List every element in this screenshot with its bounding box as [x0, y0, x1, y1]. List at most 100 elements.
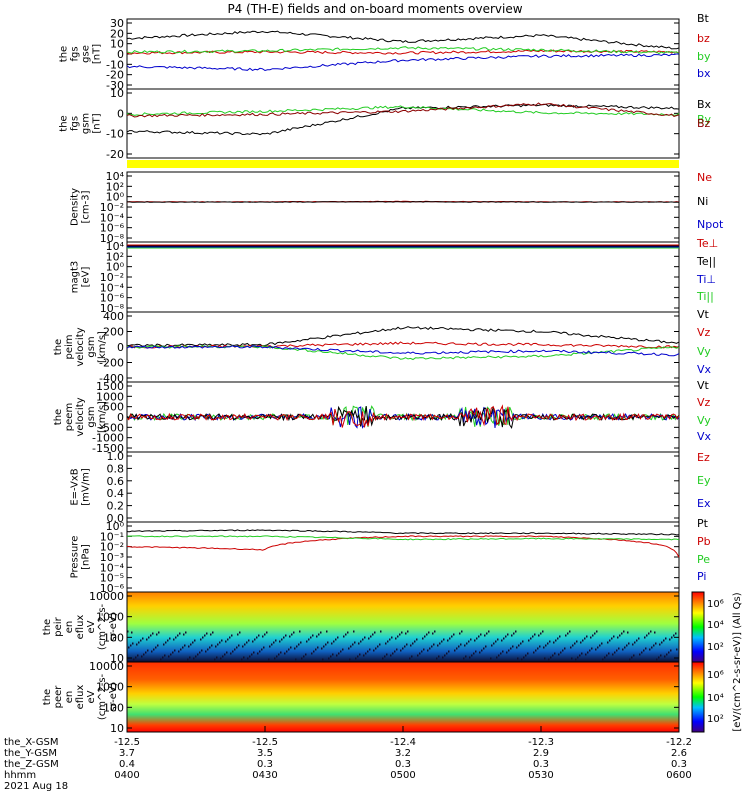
series-line-Pt: [126, 529, 680, 536]
spectrogram-speckle: [375, 647, 377, 650]
spectrogram-speckle: [234, 648, 236, 651]
spectrogram-speckle: [349, 658, 351, 661]
spectrogram-speckle: [238, 644, 240, 647]
spectrogram-speckle: [354, 641, 356, 644]
spectrogram-speckle: [180, 648, 182, 651]
spectrogram-speckle: [271, 643, 273, 646]
y-tick-label: 10000: [89, 590, 124, 603]
fgs-gsm-frame: [126, 88, 680, 159]
spectrogram-speckle: [404, 645, 406, 648]
xaxis-value: 0530: [528, 770, 553, 781]
legend-fgs-gse-1: bz: [697, 32, 710, 45]
spectrogram-speckle: [469, 656, 471, 659]
spectrogram-speckle: [224, 653, 226, 656]
spectrogram-speckle: [629, 658, 631, 661]
y-tick-label: 10⁻⁸: [100, 232, 125, 245]
y-tick-label: 0.2: [107, 500, 125, 513]
spectrogram-speckle: [451, 635, 453, 638]
spectrogram-speckle: [236, 646, 238, 649]
spectrogram-speckle: [433, 643, 435, 646]
y-tick-label: 10⁴: [106, 240, 125, 253]
xaxis-value: 0.3: [395, 759, 411, 770]
spectrogram-speckle: [675, 632, 677, 635]
spectrogram-speckle: [414, 640, 416, 643]
peir-spectrogram-image: [127, 592, 679, 662]
efield-ylabel: E=-VxB[mV/m]: [70, 468, 92, 506]
spectrogram-speckle: [140, 639, 142, 642]
spectrogram-speckle: [364, 636, 366, 639]
spectrogram-speckle: [498, 654, 500, 657]
density-ylabel: Density[cm-3]: [70, 188, 92, 226]
spectrogram-speckle: [518, 644, 520, 647]
spectrogram-speckle: [237, 633, 239, 636]
legend-temperature-3: Ti||: [696, 290, 714, 303]
spectrogram-speckle: [261, 648, 263, 651]
y-tick-label: 10⁻¹: [100, 530, 124, 543]
spectrogram-speckle: [148, 636, 150, 639]
spectrogram-speckle: [411, 655, 413, 658]
spectrogram-speckle: [230, 652, 232, 655]
spectrogram-speckle: [326, 630, 328, 633]
spectrogram-speckle: [644, 636, 646, 639]
spectrogram-speckle: [596, 630, 598, 633]
spectrogram-speckle: [473, 652, 475, 655]
spectrogram-speckle: [401, 631, 403, 634]
y-tick-label: 100: [103, 701, 124, 714]
spectrogram-speckle: [288, 648, 290, 651]
series-line-bx: [126, 53, 680, 72]
legend-peem-velocity-2: Vy: [697, 414, 711, 427]
spectrogram-speckle: [136, 643, 138, 646]
spectrogram-speckle: [434, 630, 436, 633]
spectrogram-speckle: [501, 639, 503, 642]
spectrogram-speckle: [325, 643, 327, 646]
series-line-by: [126, 46, 680, 55]
spectrogram-speckle: [480, 633, 482, 636]
spectrogram-speckle: [632, 643, 634, 646]
spectrogram-speckle: [429, 647, 431, 650]
spectrogram-speckle: [151, 650, 153, 653]
spectrogram-speckle: [512, 645, 514, 648]
spectrogram-speckle: [612, 653, 614, 656]
spectrogram-speckle: [127, 630, 129, 633]
pressure-ylabel: Pressure[nPa]: [70, 536, 92, 579]
spectrogram-speckle: [522, 640, 524, 643]
spectrogram-speckle: [456, 647, 458, 650]
spectrogram-speckle: [534, 633, 536, 636]
spectrogram-speckle: [295, 658, 297, 661]
spectrogram-speckle: [399, 633, 401, 636]
y-tick-label: 10⁻⁴: [100, 561, 125, 574]
y-tick-label: 1000: [96, 611, 124, 624]
spectrogram-speckle: [587, 651, 589, 654]
spectrogram-speckle: [521, 658, 523, 661]
spectrogram-speckle: [168, 655, 170, 658]
spectrogram-speckle: [569, 630, 571, 633]
spectrogram-speckle: [214, 658, 216, 661]
spectrogram-speckle: [131, 631, 133, 634]
plot-title: P4 (TH-E) fields and on-board moments ov…: [227, 2, 523, 16]
spectrogram-speckle: [453, 633, 455, 636]
spectrogram-speckle: [478, 635, 480, 638]
spectrogram-speckle: [248, 639, 250, 642]
series-line-Bx: [126, 103, 680, 136]
spectrogram-speckle: [231, 634, 233, 637]
spectrogram-speckle: [264, 633, 266, 636]
spectrogram-speckle: [559, 635, 561, 638]
spectrogram-speckle: [391, 636, 393, 639]
series-line-By: [126, 105, 680, 116]
spectrogram-speckle: [316, 635, 318, 638]
spectrogram-speckle: [602, 658, 604, 661]
y-tick-label: 10⁻²: [100, 271, 124, 284]
spectrogram-speckle: [493, 642, 495, 645]
spectrogram-speckle: [315, 648, 317, 651]
spectrogram-speckle: [357, 655, 359, 658]
spectrogram-speckle: [441, 640, 443, 643]
spectrogram-speckle: [147, 649, 149, 652]
spectrogram-speckle: [382, 657, 384, 660]
spectrogram-speckle: [436, 657, 438, 660]
spectrogram-speckle: [311, 652, 313, 655]
fgs-gsm-ylabel: thefgsgsm[nT]: [59, 113, 103, 134]
spectrogram-speckle: [663, 639, 665, 642]
spectrogram-speckle: [269, 645, 271, 648]
spectrogram-speckle: [589, 649, 591, 652]
spectrogram-speckle: [306, 640, 308, 643]
